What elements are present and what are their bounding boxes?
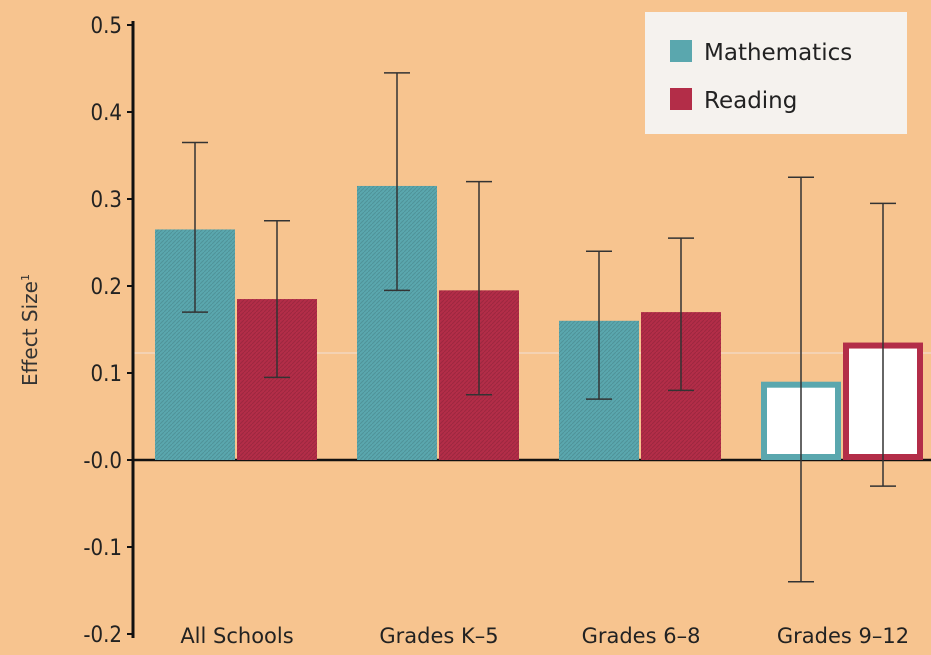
legend-swatch-reading	[670, 88, 692, 110]
category-label: All Schools	[180, 624, 293, 648]
y-tick-label: -0.2	[83, 623, 122, 648]
y-tick-label: -0.0	[83, 449, 122, 474]
y-tick-label: -0.1	[83, 536, 122, 561]
legend-background	[645, 12, 907, 134]
category-label: Grades K–5	[379, 624, 498, 648]
y-tick-label: 0.3	[91, 188, 122, 213]
legend-label-reading: Reading	[704, 88, 797, 114]
error-bars-layer	[182, 72, 896, 583]
y-tick-label: 0.4	[91, 101, 122, 126]
category-label: Grades 6–8	[582, 624, 701, 648]
y-axis-label-footnote: 1	[19, 274, 32, 281]
labels-layer: 0.5 0.4 0.3 0.2 0.1 -0.0 -0.1 -0.2 Effect Size1 A…	[18, 14, 909, 648]
category-label: Grades 9–12	[777, 624, 909, 648]
y-tick-label: 0.5	[91, 14, 122, 39]
y-tick-label: 0.1	[91, 362, 122, 387]
legend-swatch-mathematics	[670, 40, 692, 62]
bars-layer	[155, 185, 923, 461]
legend: Mathematics Reading	[645, 12, 907, 134]
y-tick-label: 0.2	[91, 275, 122, 300]
legend-label-mathematics: Mathematics	[704, 40, 852, 66]
y-axis-label: Effect Size1	[18, 274, 42, 386]
